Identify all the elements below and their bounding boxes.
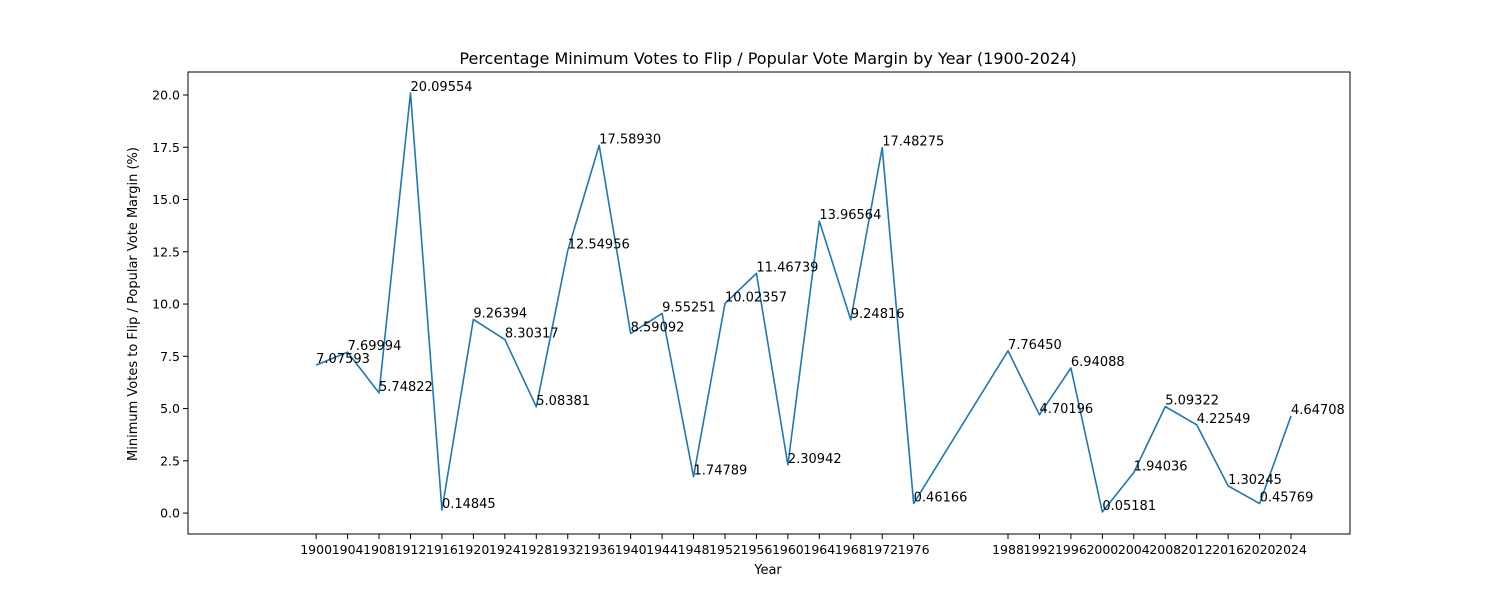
y-tick-label: 17.5 [152,140,180,155]
x-tick-label: 1900 [300,542,332,557]
x-tick-label: 2012 [1181,542,1213,557]
plot-area: 0.0 2.5 5.0 7.5 10.0 12.5 15.0 17.5 20.0 1900 1904… [152,71,1351,557]
x-tick-label: 1928 [520,542,552,557]
x-tick-label: 1940 [615,542,647,557]
data-label: 17.58930 [599,132,661,147]
data-label: 5.74822 [379,380,433,395]
x-tick-label: 1908 [363,542,395,557]
y-tick-label: 7.5 [160,349,180,364]
x-tick-label: 1992 [1024,542,1056,557]
x-tick-label: 1916 [426,542,458,557]
x-tick-label: 1948 [678,542,710,557]
data-label: 12.54956 [568,238,630,253]
x-axis-label: Year [753,563,782,578]
data-label: 13.96564 [819,208,881,223]
data-label: 17.48275 [882,135,944,150]
y-tick-label: 12.5 [152,244,180,259]
data-label: 9.24816 [851,307,905,322]
x-tick-label: 1912 [395,542,427,557]
data-label: 4.70196 [1039,402,1093,417]
data-label: 8.59092 [631,321,685,336]
data-label: 4.64708 [1291,403,1345,418]
x-tick-label: 2000 [1086,542,1118,557]
data-label: 5.08381 [536,394,590,409]
x-tick-label: 1956 [741,542,773,557]
x-tick-label: 1972 [866,542,898,557]
x-tick-label: 2020 [1244,542,1276,557]
data-label: 0.46166 [914,490,968,505]
data-label: 7.76450 [1008,338,1062,353]
x-tick-label: 1968 [835,542,867,557]
data-label: 20.09554 [410,80,472,95]
data-label: 1.30245 [1228,473,1282,488]
x-tick-label: 1924 [489,542,521,557]
x-tick-label: 2016 [1212,542,1244,557]
x-tick-label: 1944 [646,542,678,557]
x-tick-label: 1964 [803,542,835,557]
x-tick-label: 1952 [709,542,741,557]
y-tick-label: 10.0 [152,297,180,312]
data-label: 6.94088 [1071,355,1125,370]
data-label: 0.45769 [1260,491,1314,506]
x-tick-label: 2004 [1118,542,1150,557]
data-label: 0.14845 [442,497,496,512]
series-line [315,92,1292,513]
data-label: 4.22549 [1197,412,1251,427]
x-tick-label: 1920 [457,542,489,557]
data-label: 11.46739 [756,260,818,275]
data-label: 0.05181 [1102,499,1156,514]
y-tick-label: 0.0 [160,506,180,521]
data-label: 7.69994 [348,339,402,354]
y-tick-label: 15.0 [152,192,180,207]
x-tick-label: 1936 [583,542,615,557]
x-tick-label: 1960 [772,542,804,557]
x-tick-label: 1904 [332,542,364,557]
x-tick-label: 1996 [1055,542,1087,557]
data-label: 9.55251 [662,300,716,315]
data-label: 7.07593 [316,352,370,367]
x-tick-label: 1932 [552,542,584,557]
data-label: 1.74789 [694,464,748,479]
x-tick-label: 1976 [898,542,930,557]
y-axis-label: Minimum Votes to Flip / Popular Vote Mar… [126,147,141,461]
chart-title: Percentage Minimum Votes to Flip / Popul… [459,49,1076,68]
y-tick-label: 5.0 [160,401,180,416]
y-tick-label: 2.5 [160,453,180,468]
data-label: 9.26394 [473,306,527,321]
x-tick-label: 2008 [1149,542,1181,557]
data-label: 8.30317 [505,327,559,342]
x-tick-label: 2024 [1275,542,1307,557]
x-tick-label: 1988 [992,542,1024,557]
data-label: 10.02357 [725,291,787,306]
data-label: 5.09322 [1165,394,1219,409]
data-label: 2.30942 [788,452,842,467]
plot-frame [187,71,1351,535]
data-label: 1.94036 [1134,460,1188,475]
y-tick-label: 20.0 [152,87,180,102]
